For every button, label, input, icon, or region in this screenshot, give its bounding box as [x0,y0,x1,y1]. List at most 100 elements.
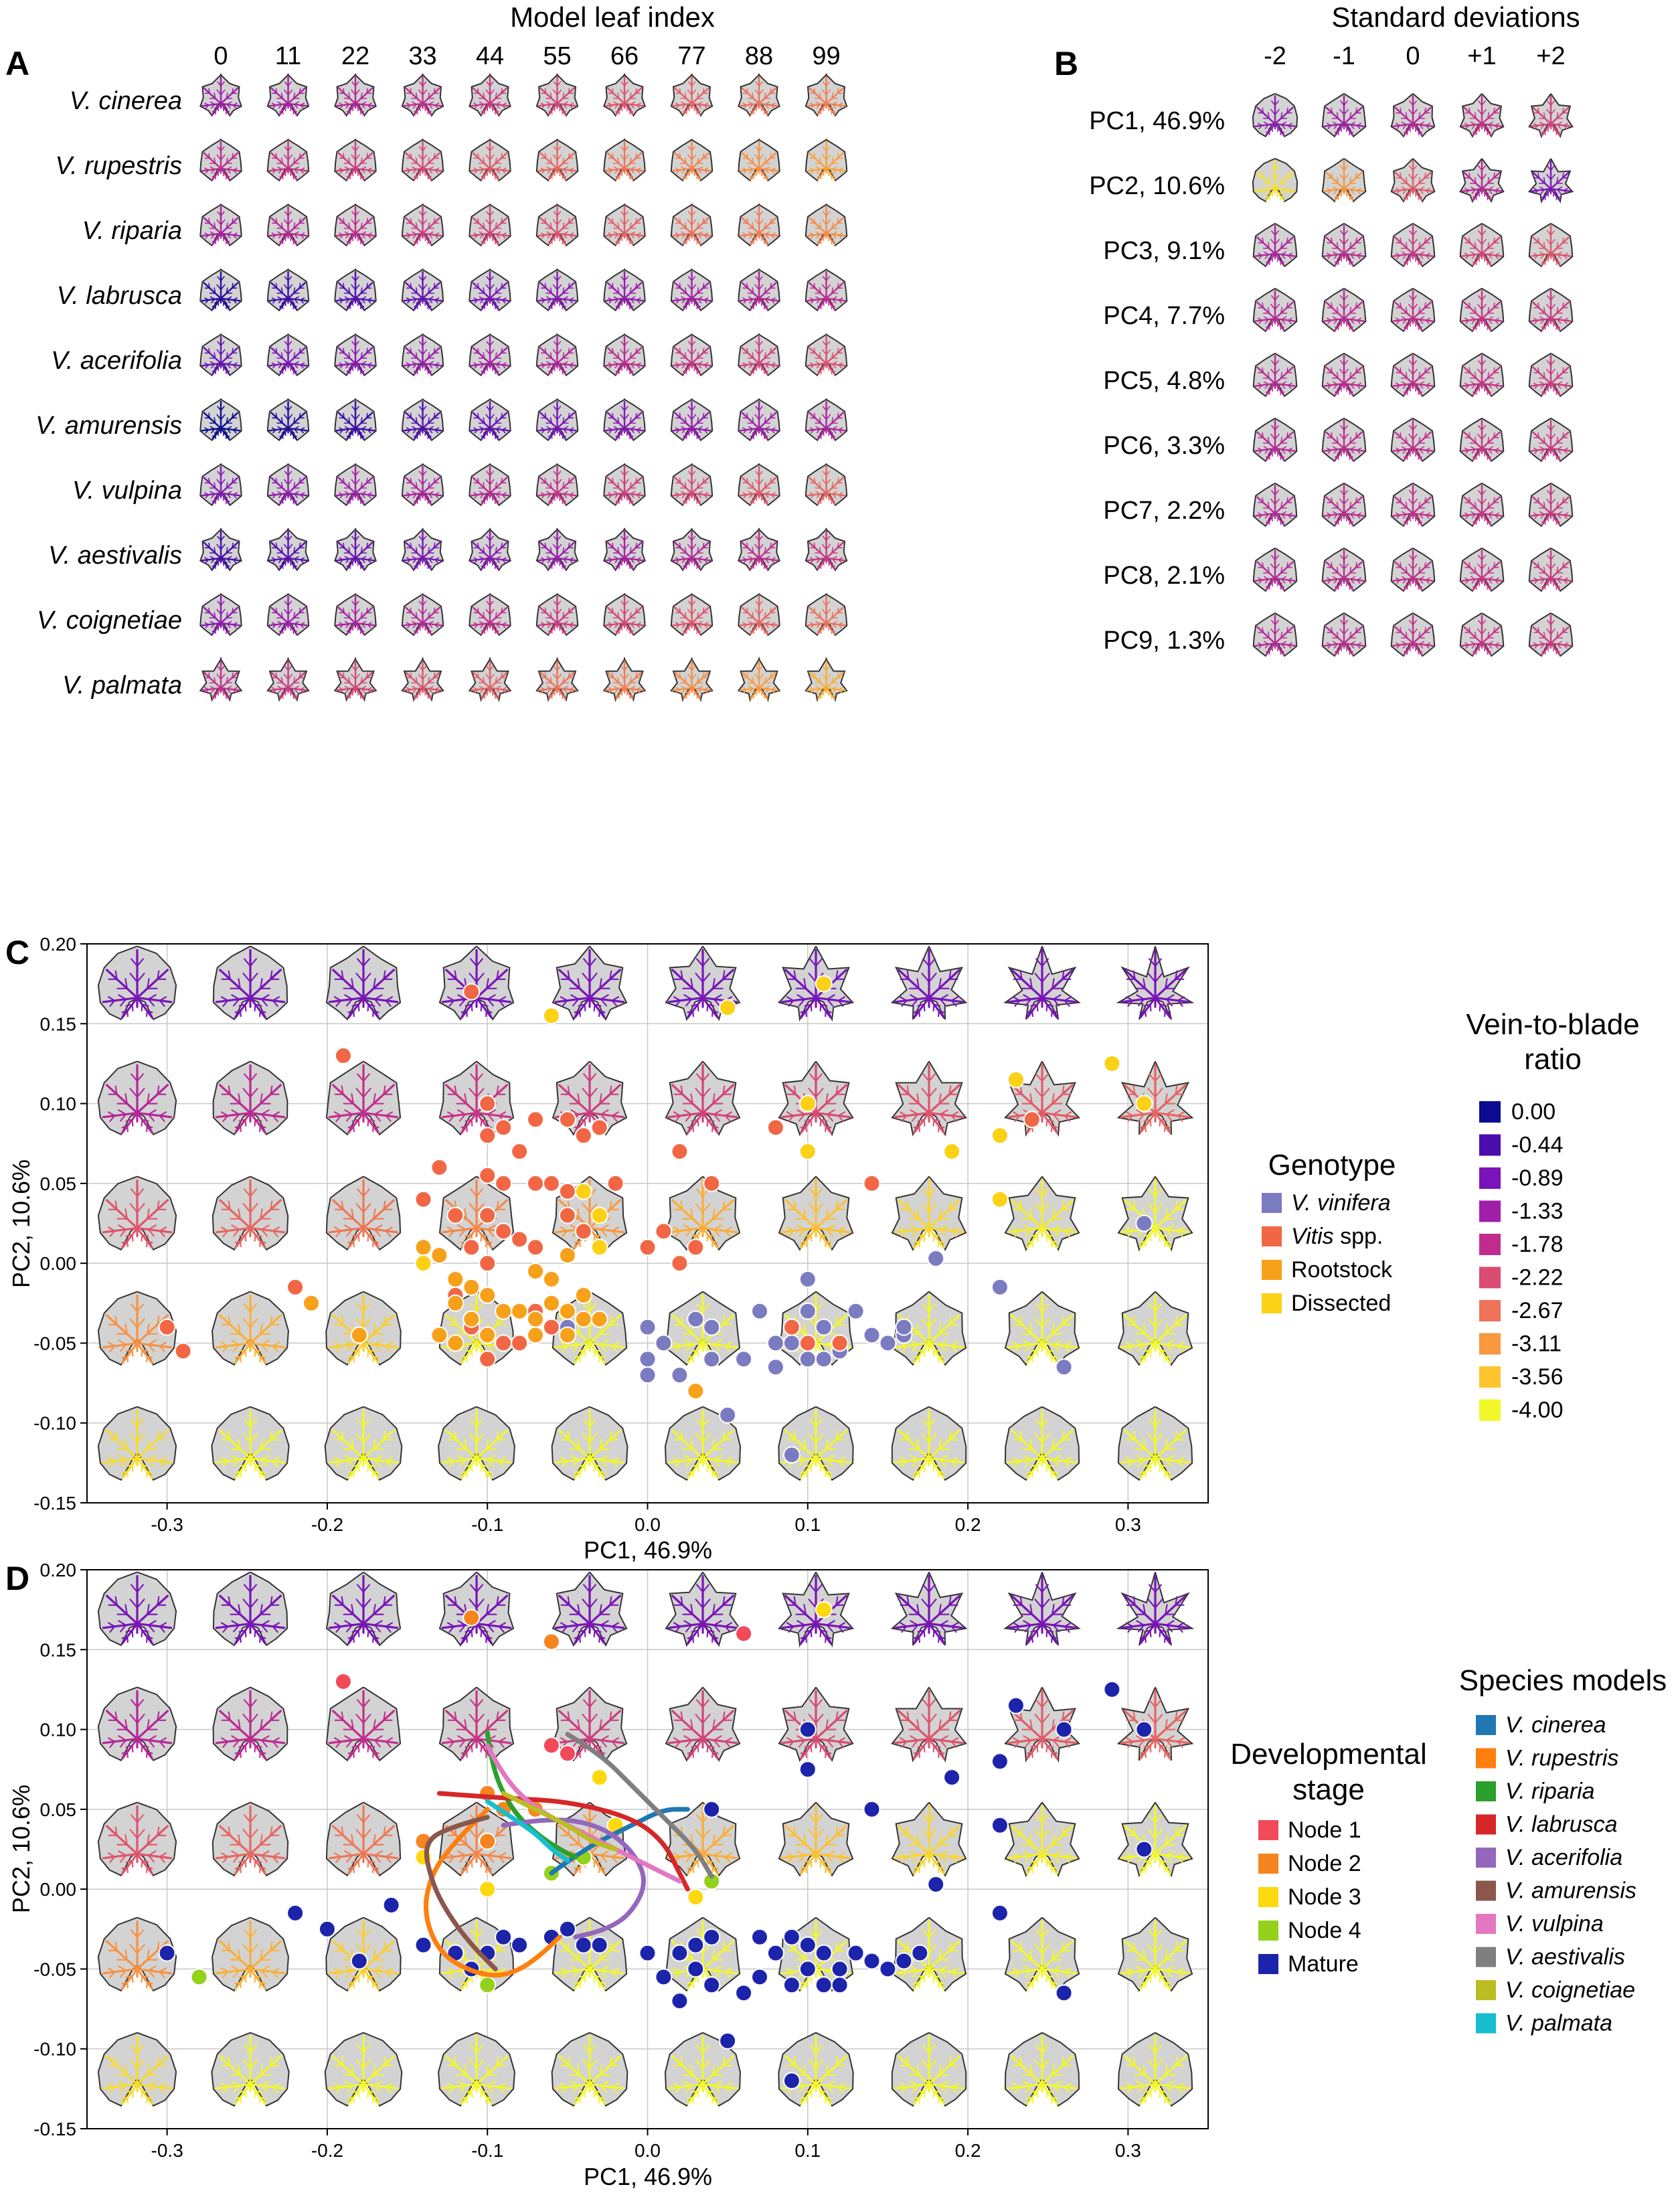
panel-a-species-label: V. vulpina [72,477,182,505]
background-leaf [212,1686,288,1762]
panel-a-leaf [738,398,780,442]
panel-b-col-label: +2 [1536,42,1565,70]
panel-c-background-leaves [97,945,1195,1481]
background-leaf [211,2032,290,2107]
scatter-point [1055,1358,1073,1376]
panel-a-leaf [401,333,444,377]
panel-a-leaf [334,463,377,507]
panel-a-species-label: V. acerifolia [51,347,182,375]
background-leaf [324,2032,403,2107]
panel-a-leaf [535,73,579,117]
y-tick-label: 0.15 [40,1013,77,1034]
background-leaf [1003,1687,1081,1763]
panel-a-species-label: V. cinerea [70,87,182,115]
scatter-point [318,1920,336,1938]
x-tick-label: -0.3 [151,2140,183,2161]
panel-b-col-label: -1 [1333,42,1355,70]
scatter-point [574,1310,592,1328]
scatter-point [703,1318,721,1336]
scatter-point [719,999,737,1017]
background-leaf [97,945,177,1021]
background-leaf [1117,1291,1193,1366]
panel-label-a: A [5,45,29,82]
panel-a-leaf [266,593,310,637]
scatter-point [158,1944,176,1962]
scatter-point [495,1928,513,1946]
scatter-point [863,1326,881,1344]
scatter-point [799,1350,817,1368]
scatter-point [414,1936,432,1954]
scatter-point [799,1761,817,1779]
background-leaf [891,1175,967,1251]
dev-legend-swatch [1258,1887,1278,1907]
y-tick-label: -0.10 [33,1413,76,1434]
scatter-point [671,1143,689,1161]
panel-a-leaf [738,463,780,507]
species-models-legend-swatch [1476,1715,1496,1735]
species-model-curve [485,1799,570,1863]
y-tick-label: -0.05 [33,1959,76,1979]
panel-a-leaf [738,268,780,312]
scatter-point [479,1127,497,1145]
panel-a-leaf-grid [199,73,848,702]
scatter-point [735,1984,753,2002]
y-tick-label: -0.15 [33,1493,76,1514]
scatter-point [558,1182,576,1200]
genotype-legend-swatch [1262,1226,1282,1246]
scatter-point [991,1127,1009,1145]
scatter-point [511,1302,529,1320]
scatter-point [751,1302,768,1320]
vein-ratio-swatch [1479,1267,1501,1289]
y-tick-label: 0.10 [40,1094,77,1115]
background-leaf [97,1175,177,1251]
panel-b-leaf [1321,353,1367,398]
scatter-point [943,1143,961,1161]
vein-ratio-label: -1.78 [1511,1232,1564,1257]
background-leaf [778,1060,854,1137]
panel-a-leaf [401,593,444,637]
panel-a-leaf [334,139,377,182]
panel-b-col-label: +1 [1467,42,1496,70]
panel-a-leaf [603,203,646,247]
panel-b-leaf [1527,158,1574,204]
scatter-point [799,1960,817,1978]
dev-legend-swatch [1258,1854,1278,1874]
panel-a-leaf [805,657,848,702]
panel-a-species-label: V. riparia [82,217,182,245]
scatter-point [991,1190,1009,1208]
genotype-legend-title: Genotype [1268,1149,1396,1182]
panel-a-leaf [334,268,377,312]
scatter-point [895,1952,913,1970]
background-leaf [891,1686,967,1763]
vein-ratio-label: -2.22 [1511,1265,1564,1291]
scatter-point [766,1334,784,1352]
panel-d-y-ticks: -0.15 -0.10 -0.05 0.00 0.05 0.10 0.15 0.20 [33,1560,87,2139]
scatter-point [606,1174,624,1192]
panel-b-leaf [1321,93,1367,138]
panel-a-leaf [670,333,713,377]
panel-b-pc-label: PC4, 7.7% [1103,302,1225,330]
background-leaf [891,1801,967,1877]
scatter-point [495,1334,513,1352]
scatter-point [735,1625,753,1643]
scatter-point [991,1816,1009,1834]
panel-a-leaf [670,463,713,507]
y-tick-label: 0.20 [40,934,77,955]
panel-a-leaf [603,463,646,507]
species-models-legend-label: V. palmata [1505,2011,1612,2036]
scatter-point [863,1800,881,1818]
panel-a-species-labels: V. cinerea V. rupestris V. riparia V. labru… [35,87,182,700]
background-leaf [1003,946,1081,1020]
panel-a-leaf [401,398,444,442]
panel-b-pc-label: PC3, 9.1% [1103,237,1225,265]
scatter-point [815,1601,833,1619]
scatter-point [799,1302,817,1320]
scatter-point [463,1310,481,1328]
species-models-legend-label: V. coignetiae [1505,1977,1635,2003]
background-leaf [891,1917,967,1992]
species-models-legend-swatch [1476,1980,1496,2000]
panel-a-species-label: V. aestivalis [48,542,182,570]
panel-a-col-label: 99 [812,42,840,70]
panel-b-col-label: -2 [1264,42,1286,70]
background-leaf [325,945,402,1021]
